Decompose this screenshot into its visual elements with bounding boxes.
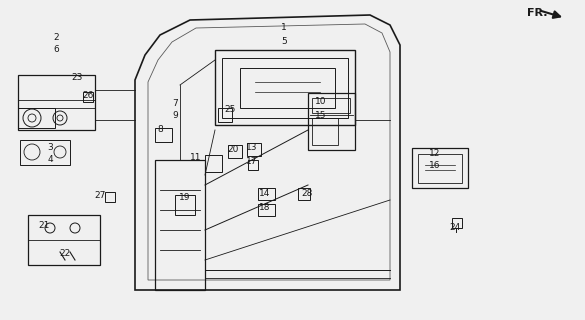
Text: 18: 18 bbox=[259, 203, 271, 212]
Text: 27: 27 bbox=[94, 190, 106, 199]
Text: 12: 12 bbox=[429, 148, 441, 157]
Text: 3: 3 bbox=[47, 143, 53, 153]
Text: 5: 5 bbox=[281, 37, 287, 46]
Text: 26: 26 bbox=[82, 91, 94, 100]
Text: 9: 9 bbox=[172, 110, 178, 119]
Text: 16: 16 bbox=[429, 161, 441, 170]
Text: 20: 20 bbox=[228, 146, 239, 155]
Text: 13: 13 bbox=[246, 143, 258, 153]
Text: 8: 8 bbox=[157, 125, 163, 134]
Text: 14: 14 bbox=[259, 188, 271, 197]
Text: 25: 25 bbox=[224, 106, 236, 115]
Text: 23: 23 bbox=[71, 74, 82, 83]
Text: 2: 2 bbox=[53, 34, 59, 43]
Text: 6: 6 bbox=[53, 45, 59, 54]
Text: 28: 28 bbox=[301, 188, 313, 197]
Text: 7: 7 bbox=[172, 99, 178, 108]
Text: FR.: FR. bbox=[527, 8, 548, 18]
Text: 17: 17 bbox=[246, 157, 258, 166]
Text: 1: 1 bbox=[281, 23, 287, 33]
Text: 21: 21 bbox=[38, 221, 50, 230]
Text: 22: 22 bbox=[59, 250, 71, 259]
Text: 19: 19 bbox=[179, 193, 191, 202]
Text: 4: 4 bbox=[47, 156, 53, 164]
Text: 10: 10 bbox=[315, 97, 327, 106]
Text: 24: 24 bbox=[449, 223, 460, 233]
Text: 11: 11 bbox=[190, 154, 202, 163]
Text: 15: 15 bbox=[315, 110, 327, 119]
